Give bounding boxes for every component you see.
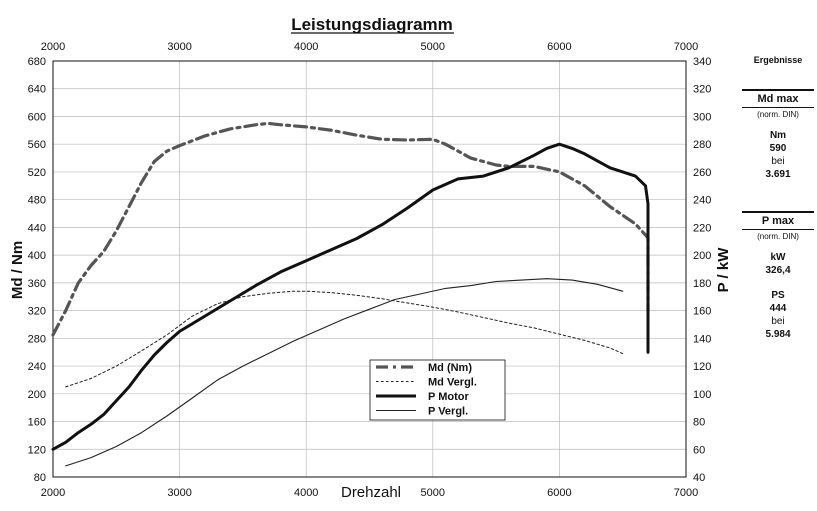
md-at: bei [771,156,785,167]
y-tick-label-left: 520 [28,167,46,179]
y-tick-label-right: 300 [693,111,711,123]
y-axis-label-right: P / kW [715,247,732,293]
md-rpm: 3.691 [765,169,791,180]
x-tick-label-bottom: 3000 [167,487,191,499]
x-tick-label-bottom: 4000 [294,487,318,499]
x-tick-label-bottom: 5000 [421,487,445,499]
x-tick-label-bottom: 7000 [674,487,698,499]
y-tick-label-right: 260 [693,167,711,179]
y-axis-label-left: Md / Nm [9,241,26,299]
y-tick-label-left: 320 [28,306,46,318]
legend-label-1: Md (Nm) [428,362,472,374]
series-line-4 [65,278,624,467]
y-tick-label-right: 100 [693,389,711,401]
x-tick-label-bottom: 6000 [547,487,571,499]
p-max-subtitle: (norm. DIN) [757,232,799,241]
series-line-2 [65,290,624,388]
y-tick-label-left: 240 [28,361,46,373]
p-at: bei [771,316,785,327]
x-tick-label-top: 5000 [421,41,445,53]
x-ticks-bottom: 2000 3000 4000 5000 6000 7000 [41,487,698,499]
y-ticks-left: 80 120 160 200 240 280 320 360 400 440 480 520 560 60… [28,56,46,484]
y-tick-label-left: 440 [28,222,46,234]
x-ticks-top: 2000 3000 4000 5000 6000 7000 [41,41,698,53]
plot-frame [52,60,687,478]
series-line-3 [51,142,650,451]
chart-title: Leistungsdiagramm [291,15,453,34]
y-tick-label-right: 220 [693,222,711,234]
md-value: 590 [769,143,787,154]
results-heading: Ergebnisse [753,55,803,65]
results-panel: Ergebnisse Md max (norm. DIN) Nm 590 bei… [742,55,814,341]
x-tick-label-top: 3000 [167,41,191,53]
y-tick-label-left: 80 [34,472,46,484]
y-tick-label-left: 160 [28,417,46,429]
y-tick-label-right: 160 [693,306,711,318]
y-tick-label-left: 600 [28,111,46,123]
y-tick-label-left: 400 [28,250,46,262]
series-line-1 [51,121,650,337]
x-tick-label-top: 4000 [294,41,318,53]
y-tick-label-left: 360 [28,278,46,290]
y-tick-label-right: 320 [693,84,711,96]
p-value-kw: 326,4 [765,265,791,276]
x-tick-label-top: 7000 [674,41,698,53]
md-max-subtitle: (norm. DIN) [757,110,799,119]
grid [52,60,687,478]
md-max-title: Md max [742,89,814,108]
y-tick-label-right: 60 [693,444,705,456]
legend-label-2: Md Vergl. [428,377,477,389]
y-tick-label-right: 180 [693,278,711,290]
y-tick-label-right: 80 [693,417,705,429]
y-tick-label-left: 120 [28,444,46,456]
p-unit-kw: kW [770,252,786,263]
p-max-title: P max [742,211,814,230]
x-axis-label: Drehzahl [341,484,401,501]
y-tick-label-right: 40 [693,472,705,484]
x-tick-label-top: 6000 [547,41,571,53]
y-tick-label-right: 240 [693,195,711,207]
p-value-ps: 444 [769,303,787,314]
y-tick-label-left: 560 [28,139,46,151]
y-tick-label-right: 340 [693,56,711,68]
legend-label-4: P Vergl. [428,406,468,418]
series-group [51,121,650,467]
y-tick-label-right: 200 [693,250,711,262]
x-tick-label-bottom: 2000 [41,487,65,499]
y-tick-label-left: 680 [28,56,46,68]
md-unit: Nm [769,130,787,141]
p-rpm: 5.984 [765,329,791,340]
y-ticks-right: 40 60 80 100 120 140 160 180 200 220 240 260 280 300 3… [693,56,711,484]
y-tick-label-right: 140 [693,333,711,345]
y-tick-label-left: 280 [28,333,46,345]
y-tick-label-right: 120 [693,361,711,373]
p-unit-ps: PS [771,290,785,301]
y-tick-label-left: 480 [28,195,46,207]
y-tick-label-left: 640 [28,84,46,96]
x-tick-label-top: 2000 [41,41,65,53]
y-tick-label-left: 200 [28,389,46,401]
legend-label-3: P Motor [428,391,469,403]
y-tick-label-right: 280 [693,139,711,151]
power-diagram-chart: Leistungsdiagramm 2000 3000 4000 5000 6000 70… [9,15,732,501]
legend: Md (Nm) Md Vergl. P Motor P Vergl. [369,359,506,421]
